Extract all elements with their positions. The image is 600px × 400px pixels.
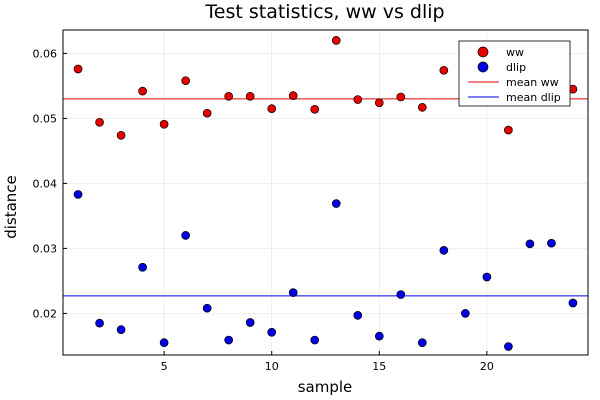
y-tick-label: 0.02 [33,307,58,320]
ww-point [310,104,320,114]
dlip-point [224,335,234,345]
dlip-point [374,331,384,341]
legend-ww-label: ww [506,46,524,59]
legend: ww dlip mean ww mean dlip [458,40,571,107]
dlip-point [138,262,147,272]
ww-point [73,64,83,74]
ww-point [417,102,427,112]
y-axis-label: distance [2,175,20,239]
legend-dlip-label: dlip [506,61,526,74]
ww-point [504,125,513,135]
ww-point [245,91,255,101]
dlip-point [547,238,556,248]
dlip-point [482,272,492,282]
dlip-point [504,342,513,351]
x-tick-label: 5 [161,360,168,373]
y-tick-label: 0.03 [33,242,58,255]
dlip-point [417,338,427,347]
dlip-point [202,303,212,313]
ww-point [353,95,363,104]
y-tick-label: 0.04 [33,177,58,190]
x-axis-label: sample [298,378,353,396]
y-tick-label: 0.06 [33,47,58,60]
dlip-point [245,318,255,327]
ww-point [159,119,169,129]
legend-mean-dlip-label: mean dlip [506,91,561,104]
dlip-point [461,309,470,318]
ww-point [202,108,212,118]
dlip-point [288,288,298,297]
x-tick-label: 20 [480,360,494,373]
dlip-point [95,318,104,328]
y-tick-label: 0.05 [33,112,58,125]
legend-dlip-swatch [477,61,489,73]
ww-point [95,117,104,127]
x-tick-label: 10 [265,360,279,373]
dlip-point [353,311,363,320]
legend-ww-swatch [477,46,489,58]
ww-point [224,91,234,101]
dlip-point [159,338,169,347]
dlip-point [396,290,406,299]
ww-point [138,86,147,96]
dlip-point [568,298,578,308]
ww-point [181,76,190,86]
ww-point [116,130,126,140]
legend-mean-ww-label: mean ww [506,76,559,89]
dlip-point [116,325,126,334]
dlip-point [267,327,277,337]
chart-title: Test statistics, ww vs dlip [204,1,444,23]
axis-ticks: 5 10 15 20 0.02 0.03 0.04 0.05 0.06 [33,47,494,373]
legend-box [458,40,571,107]
ww-point [396,92,406,102]
dlip-point [310,335,320,345]
dlip-point [181,231,190,240]
dlip-point [525,239,535,249]
ww-point [267,104,277,114]
plot-frame [62,29,589,356]
dlip-point [439,246,449,255]
ww-point [439,65,449,75]
ww-point [288,91,298,101]
dlip-point [331,199,341,208]
x-tick-label: 15 [372,360,386,373]
ww-point [374,98,384,108]
dlip-point [73,190,83,199]
ww-point [331,36,341,45]
